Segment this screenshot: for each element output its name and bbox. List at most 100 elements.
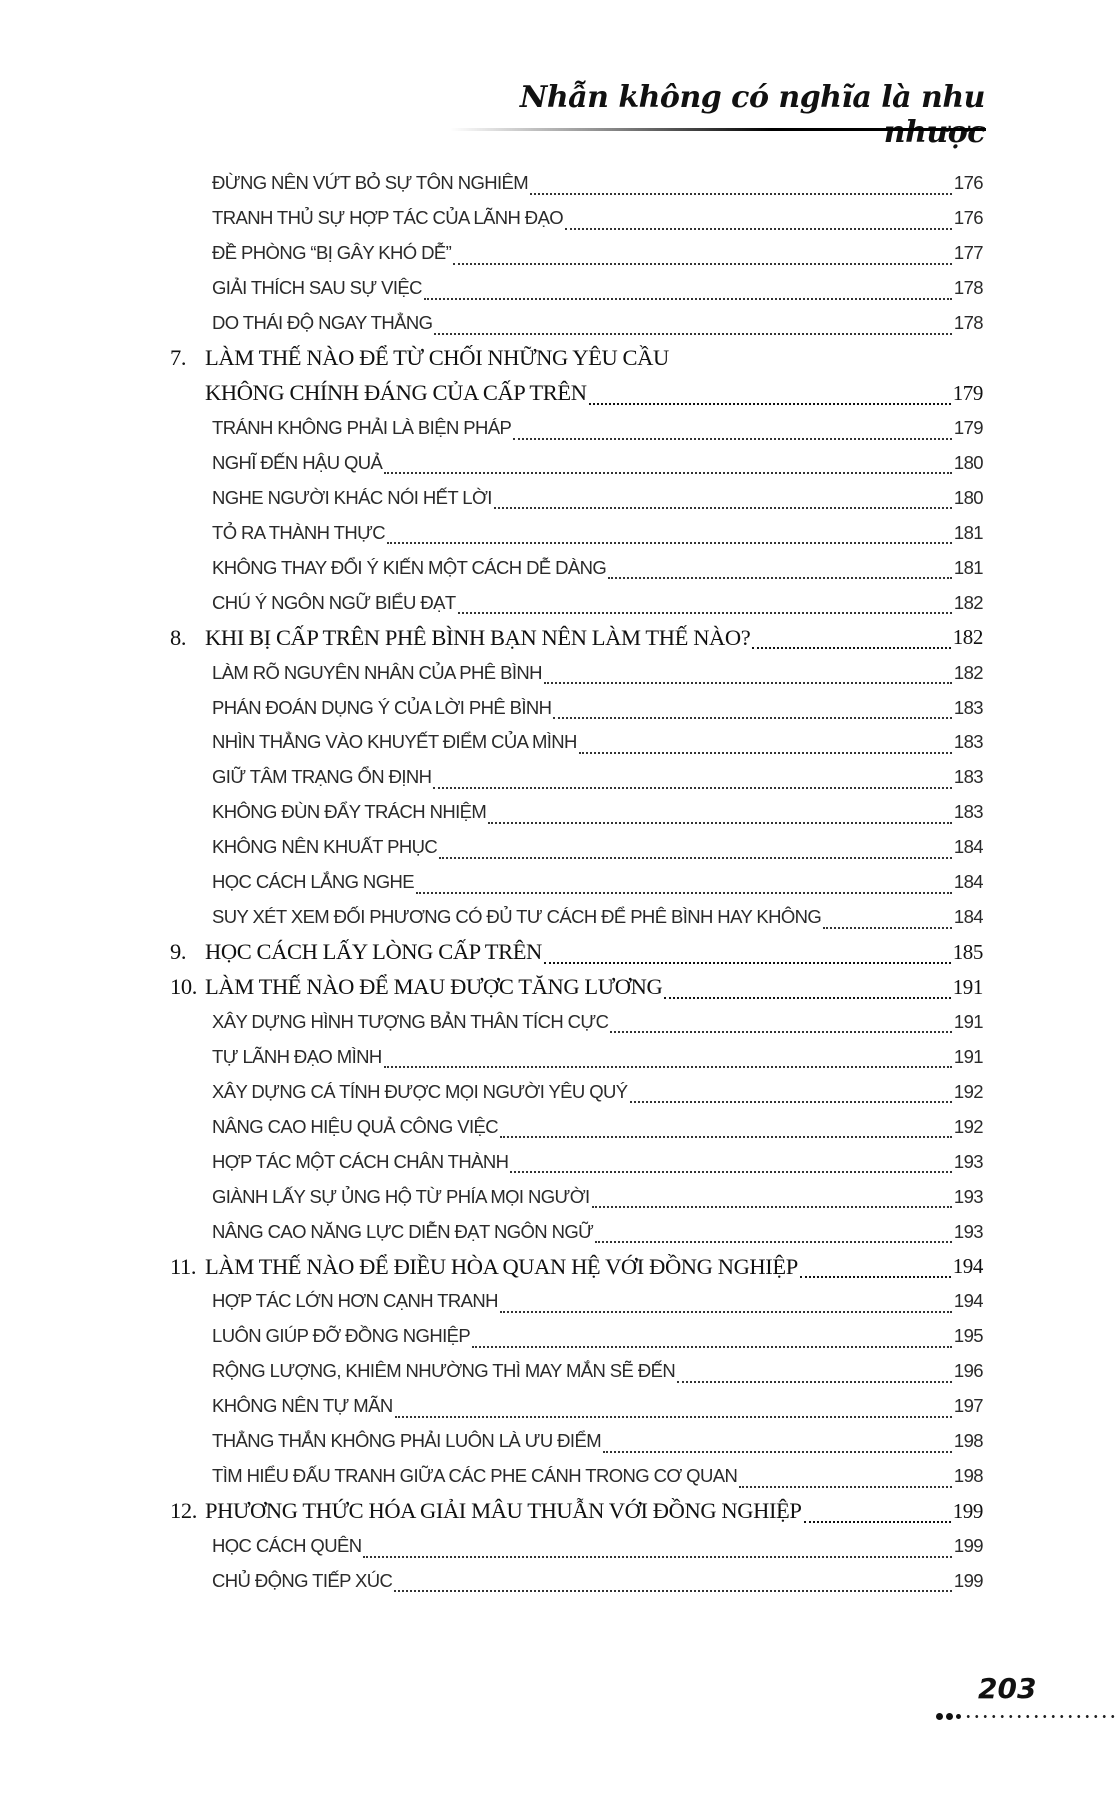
toc-section-entry: XÂY DỰNG CÁ TÍNH ĐƯỢC MỌI NGƯỜI YÊU QUÝ 1… bbox=[170, 1074, 984, 1109]
section-title: PHÁN ĐOÁN DỤNG Ý CỦA LỜI PHÊ BÌNH bbox=[212, 696, 552, 718]
page-ref: 183 bbox=[953, 766, 984, 788]
dot-leader bbox=[823, 905, 952, 929]
chapter-title-continued: KHÔNG CHÍNH ĐÁNG CỦA CẤP TRÊN bbox=[205, 380, 587, 406]
toc-section-entry: RỘNG LƯỢNG, KHIÊM NHƯỜNG THÌ MAY MẮN SẼ … bbox=[170, 1354, 984, 1389]
page-ref: 180 bbox=[953, 486, 984, 508]
page-ref: 185 bbox=[952, 939, 984, 964]
page-ref: 183 bbox=[953, 731, 984, 753]
dot-leader bbox=[500, 1114, 952, 1139]
dot-leader bbox=[591, 1184, 952, 1209]
dot-leader bbox=[387, 520, 952, 545]
dot-leader bbox=[664, 975, 951, 999]
toc-section-entry: KHÔNG ĐÙN ĐẨY TRÁCH NHIỆM 183 bbox=[170, 795, 984, 830]
section-title: TÌM HIỂU ĐẤU TRANH GIỮA CÁC PHE CÁNH TRO… bbox=[212, 1465, 738, 1487]
dot-leader bbox=[423, 276, 952, 300]
section-title: KHÔNG ĐÙN ĐẨY TRÁCH NHIỆM bbox=[212, 801, 487, 823]
toc-section-entry: KHÔNG NÊN KHUẤT PHỤC 184 bbox=[170, 830, 984, 865]
toc-section-entry: LUÔN GIÚP ĐỠ ĐỒNG NGHIỆP 195 bbox=[170, 1319, 984, 1354]
page-ref: 194 bbox=[952, 1254, 984, 1279]
chapter-title: LÀM THẾ NÀO ĐỂ TỪ CHỐI NHỮNG YÊU CẦU bbox=[205, 345, 669, 371]
chapter-number: 8. bbox=[170, 624, 187, 650]
dot-leader bbox=[603, 1429, 952, 1453]
section-title: HỌC CÁCH QUÊN bbox=[212, 1535, 362, 1557]
section-title: NGHĨ ĐẾN HẬU QUẢ bbox=[212, 451, 383, 473]
page-ref: 195 bbox=[953, 1325, 984, 1347]
dot-leader bbox=[472, 1324, 952, 1348]
toc-section-entry: NGHĨ ĐẾN HẬU QUẢ 180 bbox=[170, 446, 984, 481]
toc-section-entry: DO THÁI ĐỘ NGAY THẲNG 178 bbox=[170, 306, 984, 341]
toc-section-entry: HỌC CÁCH QUÊN 199 bbox=[170, 1529, 984, 1564]
toc-section-entry: GIỮ TÂM TRẠNG ỔN ĐỊNH 183 bbox=[170, 760, 984, 795]
toc-section-entry: THẲNG THẮN KHÔNG PHẢI LUÔN LÀ ƯU ĐIỂM 198 bbox=[170, 1424, 984, 1459]
section-title: TỎ RA THÀNH THỰC bbox=[212, 521, 386, 543]
dot-leader bbox=[383, 1044, 952, 1069]
toc-section-entry: GIẢI THÍCH SAU SỰ VIỆC 178 bbox=[170, 271, 984, 306]
page-ref: 184 bbox=[953, 836, 984, 858]
dot-leader bbox=[488, 800, 952, 824]
running-header-title: Nhẫn không có nghĩa là nhu nhược bbox=[519, 80, 986, 150]
section-title: ĐỪNG NÊN VỨT BỎ SỰ TÔN NGHIÊM bbox=[212, 172, 529, 194]
page-ref: 179 bbox=[952, 380, 984, 405]
page-ref: 199 bbox=[952, 1498, 984, 1523]
chapter-title: LÀM THẾ NÀO ĐỂ ĐIỀU HÒA QUAN HỆ VỚI ĐỒNG… bbox=[205, 1253, 798, 1279]
section-title: DO THÁI ĐỘ NGAY THẲNG bbox=[212, 312, 433, 334]
page-ref: 178 bbox=[953, 277, 984, 299]
section-title: KHÔNG THAY ĐỔI Ý KIẾN MỘT CÁCH DỄ DÀNG bbox=[212, 556, 607, 578]
page-ref: 176 bbox=[953, 172, 984, 194]
section-title: HỢP TÁC MỘT CÁCH CHÂN THÀNH bbox=[212, 1150, 509, 1172]
toc-section-entry: PHÁN ĐOÁN DỤNG Ý CỦA LỜI PHÊ BÌNH 183 bbox=[170, 690, 984, 725]
section-title: NÂNG CAO HIỆU QUẢ CÔNG VIỆC bbox=[212, 1115, 499, 1137]
toc-section-entry: HỢP TÁC LỚN HƠN CẠNH TRANH 194 bbox=[170, 1284, 984, 1319]
toc-section-entry: HỢP TÁC MỘT CÁCH CHÂN THÀNH 193 bbox=[170, 1144, 984, 1179]
section-title: NGHE NGƯỜI KHÁC NÓI HẾT LỜI bbox=[212, 486, 492, 508]
dot-leader bbox=[578, 730, 952, 754]
section-title: LÀM RÕ NGUYÊN NHÂN CỦA PHÊ BÌNH bbox=[212, 661, 542, 683]
toc-chapter-entry: 9. HỌC CÁCH LẤY LÒNG CẤP TRÊN 185 bbox=[170, 935, 983, 970]
dot-leader bbox=[803, 1499, 951, 1523]
page-ref: 192 bbox=[953, 1115, 984, 1137]
section-title: LUÔN GIÚP ĐỠ ĐỒNG NGHIỆP bbox=[212, 1325, 471, 1347]
page-ref: 199 bbox=[953, 1535, 984, 1557]
chapter-title: PHƯƠNG THỨC HÓA GIẢI MÂU THUẪN VỚI ĐỒNG … bbox=[205, 1498, 802, 1524]
section-title: HỌC CÁCH LẮNG NGHE bbox=[212, 871, 415, 893]
dot-leader bbox=[739, 1464, 952, 1488]
section-title: NHÌN THẲNG VÀO KHUYẾT ĐIỂM CỦA MÌNH bbox=[212, 731, 577, 753]
page-ref: 191 bbox=[952, 974, 984, 999]
page-ref: 184 bbox=[953, 871, 984, 893]
section-title: TỰ LÃNH ĐẠO MÌNH bbox=[212, 1045, 382, 1067]
toc-chapter-entry: 7. LÀM THẾ NÀO ĐỂ TỪ CHỐI NHỮNG YÊU CẦU bbox=[170, 341, 983, 376]
section-title: GIẢI THÍCH SAU SỰ VIỆC bbox=[212, 277, 423, 299]
section-title: THẲNG THẮN KHÔNG PHẢI LUÔN LÀ ƯU ĐIỂM bbox=[212, 1430, 602, 1452]
page-ref: 192 bbox=[953, 1080, 984, 1102]
section-title: GIỮ TÂM TRẠNG ỔN ĐỊNH bbox=[212, 766, 432, 788]
section-title: TRÁNH KHÔNG PHẢI LÀ BIỆN PHÁP bbox=[212, 417, 512, 439]
chapter-title: HỌC CÁCH LẤY LÒNG CẤP TRÊN bbox=[205, 939, 542, 965]
dot-leader bbox=[543, 660, 952, 685]
section-title: GIÀNH LẤY SỰ ỦNG HỘ TỪ PHÍA MỌI NGƯỜI bbox=[212, 1185, 590, 1207]
chapter-number: 12. bbox=[170, 1498, 197, 1524]
toc-section-entry: TỎ RA THÀNH THỰC 181 bbox=[170, 515, 984, 550]
dot-leader bbox=[513, 416, 952, 440]
toc-section-entry: NÂNG CAO HIỆU QUẢ CÔNG VIỆC 192 bbox=[170, 1109, 984, 1144]
toc-section-entry: XÂY DỰNG HÌNH TƯỢNG BẢN THÂN TÍCH CỰC 191 bbox=[170, 1005, 984, 1040]
chapter-number: 10. bbox=[170, 974, 197, 1000]
toc-section-entry: KHÔNG NÊN TỰ MÃN 197 bbox=[170, 1389, 984, 1424]
toc-chapter-entry: 12. PHƯƠNG THỨC HÓA GIẢI MÂU THUẪN VỚI ĐỒ… bbox=[170, 1494, 983, 1529]
chapter-number: 9. bbox=[170, 939, 187, 965]
chapter-title: LÀM THẾ NÀO ĐỂ MAU ĐƯỢC TĂNG LƯƠNG bbox=[205, 974, 663, 1000]
toc-chapter-entry-continued: KHÔNG CHÍNH ĐÁNG CỦA CẤP TRÊN 179 bbox=[170, 376, 983, 411]
section-title: KHÔNG NÊN TỰ MÃN bbox=[212, 1395, 393, 1417]
chapter-number: 11. bbox=[170, 1253, 197, 1279]
dot-leader bbox=[530, 171, 952, 195]
page-ref: 181 bbox=[953, 521, 984, 543]
dot-leader bbox=[610, 1009, 952, 1034]
toc-section-entry: NGHE NGƯỜI KHÁC NÓI HẾT LỜI 180 bbox=[170, 480, 984, 515]
page-ref: 196 bbox=[953, 1360, 984, 1382]
toc-chapter-entry: 11. LÀM THẾ NÀO ĐỂ ĐIỀU HÒA QUAN HỆ VỚI Đ… bbox=[170, 1249, 983, 1284]
dot-leader bbox=[433, 765, 952, 789]
toc-section-entry: CHỦ ĐỘNG TIẾP XÚC 199 bbox=[170, 1564, 984, 1599]
dot-leader bbox=[752, 625, 951, 650]
page-ref: 198 bbox=[953, 1430, 984, 1452]
chapter-number: 7. bbox=[170, 345, 187, 371]
section-title: XÂY DỰNG HÌNH TƯỢNG BẢN THÂN TÍCH CỰC bbox=[212, 1010, 609, 1032]
